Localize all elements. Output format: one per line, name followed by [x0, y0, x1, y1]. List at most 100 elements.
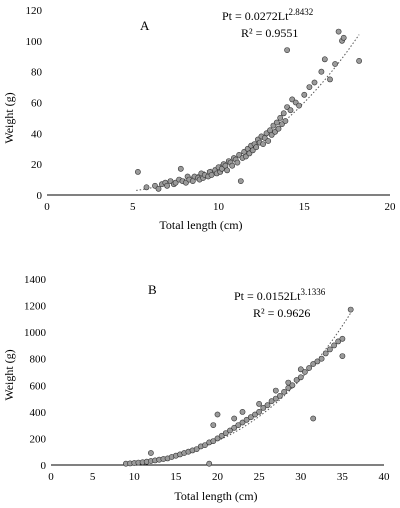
data-point-a [335, 28, 342, 35]
x-axis-title-b: Total length (cm) [174, 489, 257, 503]
data-point-a [321, 56, 328, 63]
y-tick-label-b: 600 [30, 380, 47, 392]
data-point-a [143, 184, 150, 191]
r-squared-b: R² = 0.9626 [253, 306, 310, 320]
data-point-a [177, 165, 184, 172]
data-points-b [123, 306, 354, 467]
data-point-a [164, 182, 170, 189]
data-point-b [281, 388, 287, 395]
y-tick-label-a: 40 [31, 128, 43, 140]
x-tick-label-b: 40 [379, 471, 391, 483]
data-point-b [331, 342, 337, 349]
equation-b: Pt = 0.0152Lt3.1336 [234, 287, 326, 303]
data-point-b [231, 424, 238, 431]
x-tick-labels-a: 0 5 10 15 20 [44, 201, 396, 213]
data-point-b [318, 355, 325, 362]
y-tick-label-a: 100 [26, 36, 43, 48]
y-tick-label-b: 800 [30, 354, 47, 366]
y-tick-label-b: 200 [30, 433, 47, 445]
data-point-b [297, 366, 304, 373]
data-point-b [239, 419, 246, 426]
data-point-b [297, 374, 304, 381]
y-axis-title-b: Weight (g) [2, 349, 16, 400]
data-point-a [327, 76, 333, 83]
chart-panel-b: 0 200 400 600 800 1000 1200 1400 0 5 10 15 20 25 30 35… [2, 274, 390, 503]
x-tick-label-a: 5 [130, 201, 136, 213]
y-axis-title-a: Weight (g) [2, 92, 16, 143]
x-tick-label-b: 30 [295, 471, 307, 483]
data-point-a [306, 84, 313, 90]
panel-label-b: B [148, 282, 157, 297]
data-point-b [339, 353, 346, 359]
chart-panel-a: 0 20 40 60 80 100 120 0 5 10 15 20 A Pt = 0.0272Lt… [2, 5, 396, 232]
y-tick-label-b: 1200 [24, 301, 47, 313]
x-tick-label-b: 20 [212, 471, 224, 483]
data-point-a [282, 118, 289, 124]
data-point-a [356, 58, 362, 64]
data-point-b [310, 361, 317, 367]
data-point-b [289, 382, 296, 389]
data-point-b [206, 460, 213, 467]
data-point-b [210, 438, 217, 444]
data-point-b [243, 416, 250, 423]
x-tick-labels-b: 0 5 10 15 20 25 30 35 40 [48, 471, 390, 483]
data-point-b [235, 422, 242, 428]
y-tick-label-a: 80 [31, 67, 43, 79]
data-point-a [280, 110, 287, 117]
data-point-b [256, 408, 262, 415]
data-point-b [301, 369, 308, 375]
data-point-b [210, 422, 217, 428]
y-tick-label-b: 1000 [24, 327, 47, 339]
x-tick-label-b: 10 [129, 471, 141, 483]
data-point-b [193, 446, 200, 452]
y-tick-label-a: 20 [31, 159, 43, 171]
data-point-a [284, 47, 290, 53]
data-point-b [335, 338, 342, 345]
data-point-a [318, 68, 325, 75]
trendline-path-b [125, 312, 352, 464]
data-point-b [147, 450, 154, 456]
data-points-a [134, 28, 362, 192]
x-tick-label-b: 5 [90, 471, 96, 483]
y-tick-label-a: 120 [26, 5, 43, 17]
y-tick-label-b: 1400 [24, 274, 47, 286]
x-tick-label-b: 25 [254, 471, 266, 483]
data-point-a [311, 79, 318, 86]
data-point-a [301, 91, 308, 98]
data-point-a [340, 34, 347, 41]
data-point-b [276, 392, 283, 399]
data-point-b [202, 442, 208, 448]
r-squared-a: R² = 0.9551 [241, 26, 298, 40]
x-tick-label-a: 20 [385, 201, 397, 213]
data-point-a [253, 144, 260, 151]
data-point-a [155, 185, 162, 192]
data-point-b [272, 387, 279, 394]
x-axis-title-a: Total length (cm) [159, 218, 242, 232]
data-point-b [214, 435, 221, 442]
data-point-b [218, 432, 225, 439]
data-point-a [273, 119, 280, 126]
data-point-b [306, 365, 312, 371]
data-point-b [272, 395, 279, 402]
x-tick-label-b: 15 [170, 471, 182, 483]
data-point-b [326, 346, 333, 353]
data-point-b [347, 306, 354, 313]
data-point-a [296, 102, 302, 109]
data-point-b [293, 377, 300, 383]
panel-label-a: A [140, 18, 150, 33]
data-point-a [275, 125, 282, 132]
x-tick-label-a: 15 [299, 201, 311, 213]
data-point-b [214, 411, 221, 418]
data-point-a [134, 168, 141, 175]
y-tick-label-a: 0 [37, 190, 43, 202]
data-point-b [247, 414, 254, 421]
data-point-a [229, 162, 236, 169]
data-point-b [285, 379, 292, 386]
trendline-b [125, 312, 352, 464]
y-tick-labels-b: 0 200 400 600 800 1000 1200 1400 [24, 274, 47, 472]
y-tick-label-b: 0 [41, 460, 47, 472]
data-point-a [277, 115, 284, 121]
data-point-b [252, 411, 258, 418]
data-point-a [208, 172, 215, 178]
